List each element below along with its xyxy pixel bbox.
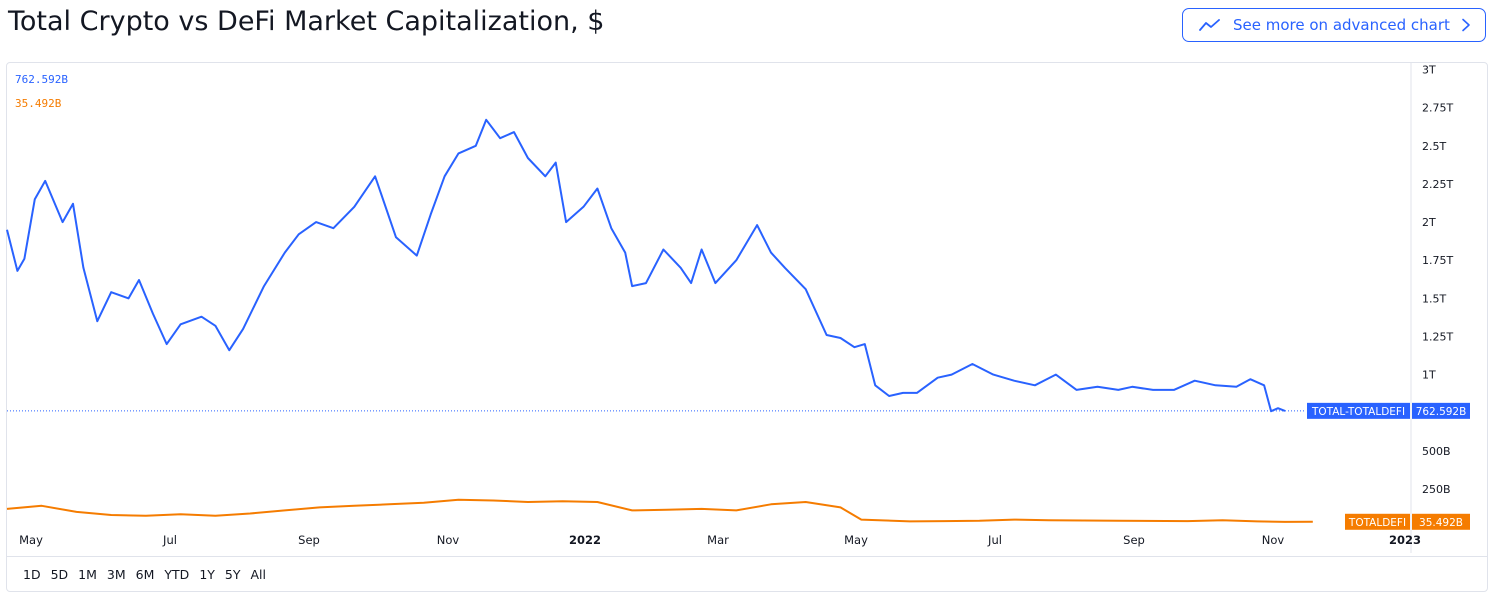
series-name-tag	[1307, 402, 1410, 419]
series-value-label: 35.492B	[1419, 517, 1463, 529]
trend-line-icon	[1199, 17, 1225, 33]
legend-defi-value: 35.492B	[15, 97, 62, 110]
page-title: Total Crypto vs DeFi Market Capitalizati…	[8, 6, 605, 37]
series-value-tag	[1412, 402, 1470, 419]
x-tick-label: Mar	[707, 533, 729, 547]
y-tick-label: 1.25T	[1422, 330, 1453, 343]
y-tick-label: 2.25T	[1422, 178, 1453, 191]
x-tick-label: 2023	[1389, 533, 1421, 547]
range-button-1y[interactable]: 1Y	[199, 567, 215, 582]
y-tick-label: 1T	[1422, 369, 1436, 382]
time-axis[interactable]: May Jul Sep Nov 2022 Mar May Jul Sep Nov 2023	[19, 533, 1421, 547]
series-name-label: TOTAL-TOTALDEFI	[1311, 406, 1405, 418]
y-tick-label: 1.5T	[1422, 292, 1446, 305]
range-button-5y[interactable]: 5Y	[224, 567, 241, 582]
range-selector: 1D 5D 1M 3M 6M YTD 1Y 5Y All	[7, 556, 1487, 592]
series-value-tag	[1412, 513, 1470, 530]
range-button-all[interactable]: All	[250, 567, 267, 582]
range-button-3m[interactable]: 3M	[106, 567, 126, 582]
x-tick-label: May	[19, 533, 43, 547]
range-button-ytd[interactable]: YTD	[164, 567, 190, 582]
x-tick-label: May	[844, 533, 868, 547]
series-line-total-totaldefi	[6, 118, 1286, 413]
range-button-1m[interactable]: 1M	[78, 567, 97, 582]
series-name-label: TOTALDEFI	[1348, 517, 1406, 529]
y-tick-label: 2.75T	[1422, 102, 1453, 115]
x-tick-label: Nov	[1262, 533, 1285, 547]
series-name-tag	[1345, 513, 1410, 530]
range-button-1d[interactable]: 1D	[23, 567, 41, 582]
y-tick-label: 3T	[1422, 64, 1436, 77]
advanced-chart-label: See more on advanced chart	[1233, 16, 1450, 34]
x-tick-label: Nov	[437, 533, 460, 547]
y-tick-label: 2T	[1422, 216, 1436, 229]
y-tick-label: 1.75T	[1422, 254, 1453, 267]
y-tick-label: 500B	[1422, 445, 1451, 458]
x-tick-label: Sep	[298, 533, 320, 547]
last-value-labels: TOTAL-TOTALDEFI 762.592B TOTALDEFI 35.492B	[7, 402, 1470, 530]
x-tick-label: Sep	[1123, 533, 1145, 547]
range-button-6m[interactable]: 6M	[135, 567, 155, 582]
price-axis[interactable]: 3T 2.75T 2.5T 2.25T 2T 1.75T 1.5T 1.25T 1T 500B 25…	[7, 63, 1487, 553]
chevron-right-icon	[1461, 18, 1471, 32]
advanced-chart-button[interactable]: See more on advanced chart	[1182, 8, 1486, 42]
legend-total-value: 762.592B	[15, 73, 68, 86]
chart-frame	[6, 62, 1488, 592]
series-line-totaldefi	[6, 498, 1313, 523]
series-value-label: 762.592B	[1416, 406, 1467, 418]
x-tick-label: Jul	[162, 533, 177, 547]
y-tick-label: 2.5T	[1422, 140, 1446, 153]
y-tick-label: 250B	[1422, 483, 1451, 496]
x-tick-label: Jul	[987, 533, 1002, 547]
x-tick-label: 2022	[569, 533, 601, 547]
range-button-5d[interactable]: 5D	[50, 567, 69, 582]
series-layer	[6, 118, 1313, 523]
